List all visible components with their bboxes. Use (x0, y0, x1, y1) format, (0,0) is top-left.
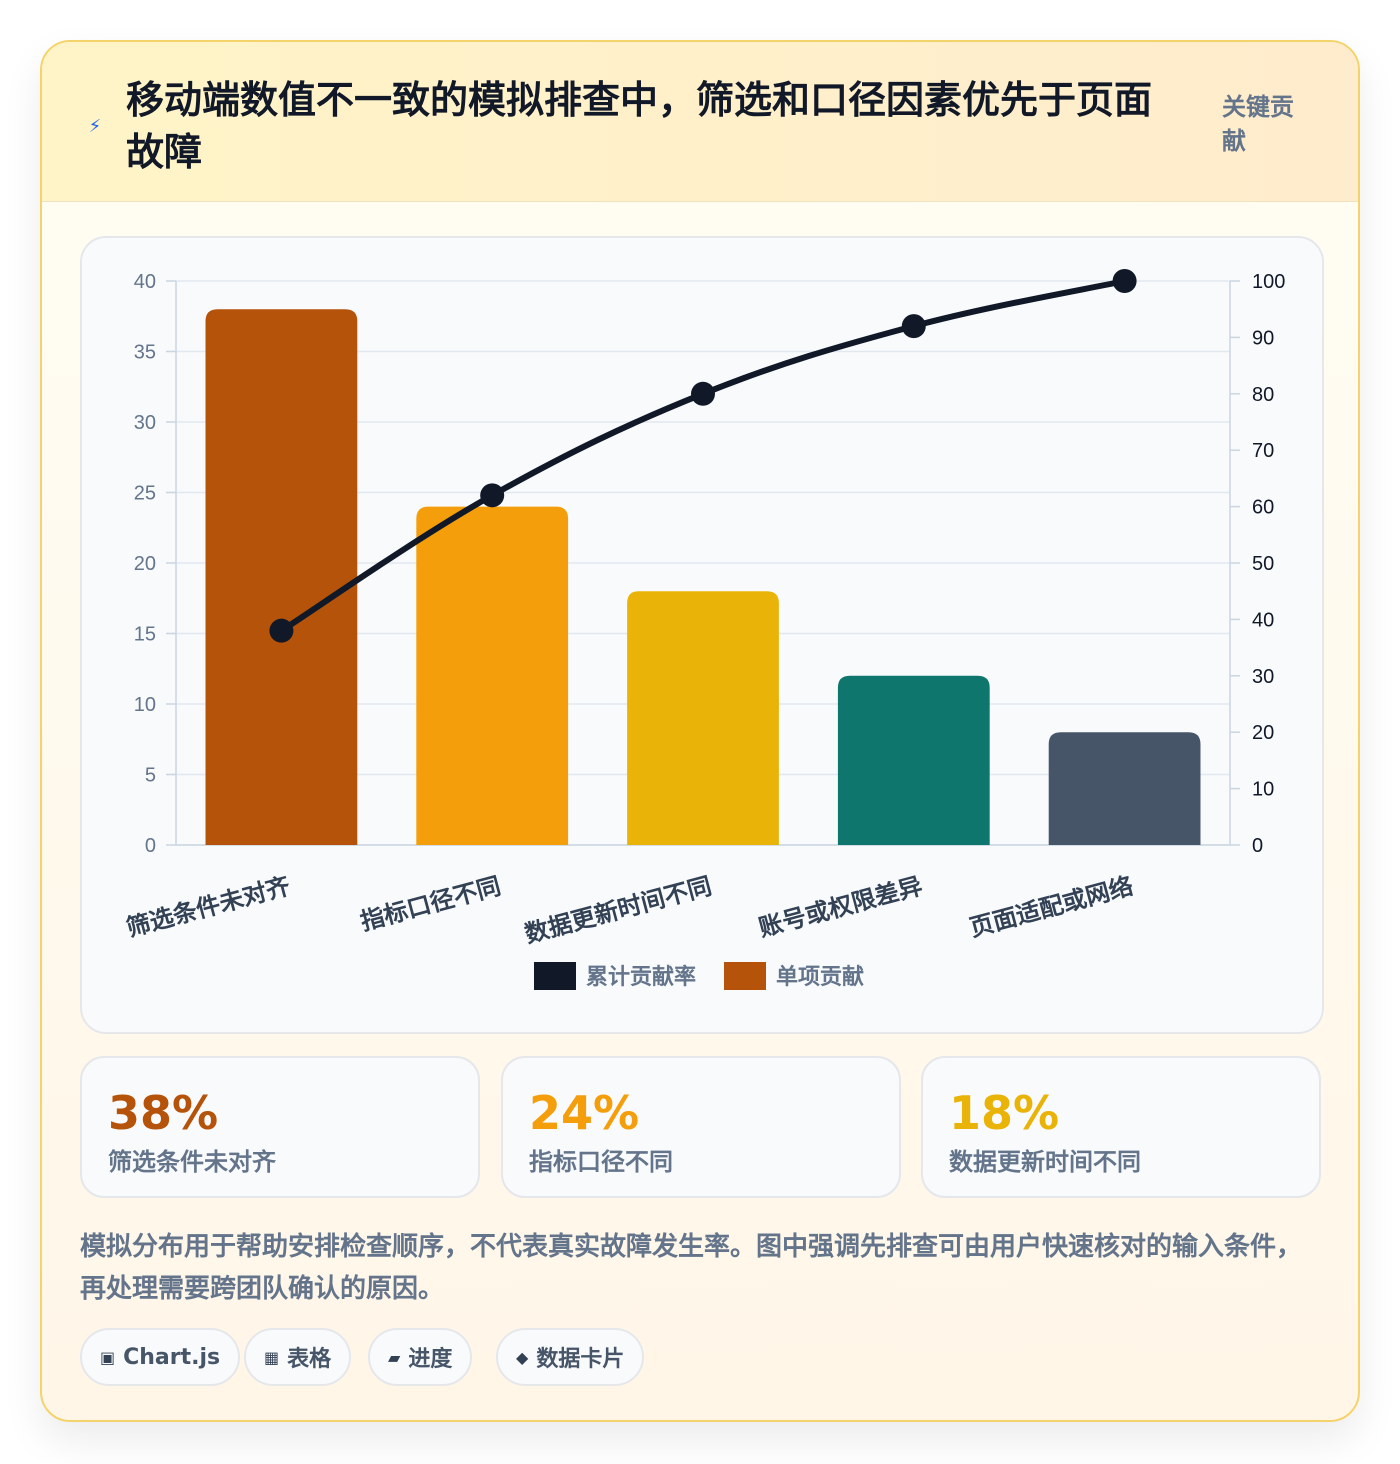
bar (837, 675, 990, 845)
pill-label: 进度 (408, 1347, 453, 1372)
stat-label: 指标口径不同 (529, 1148, 673, 1176)
data-card-icon: ◆ (516, 1347, 529, 1367)
y-right-tick-label: 100 (1252, 271, 1285, 293)
x-tick-label: 页面适配或网络 (967, 872, 1137, 943)
y-right-tick-label: 20 (1252, 722, 1274, 744)
bar (627, 591, 779, 845)
cumulative-point (691, 381, 715, 406)
y-right-tick-label: 40 (1252, 609, 1274, 631)
pill-label: Chart.js (123, 1344, 221, 1370)
cumulative-line (279, 278, 1126, 634)
y-right-tick-label: 30 (1252, 666, 1274, 688)
cumulative-point (480, 483, 505, 508)
pill-table[interactable]: ▦ 表格 (244, 1328, 352, 1386)
x-tick-label: 筛选条件未对齐 (123, 871, 293, 942)
stat-label: 数据更新时间不同 (949, 1148, 1141, 1176)
x-tick-label: 指标口径不同 (357, 872, 503, 936)
y-left-tick-label: 20 (134, 553, 156, 575)
y-left-tick-label: 25 (134, 483, 156, 505)
stat-label: 筛选条件未对齐 (108, 1148, 276, 1176)
y-right-tick-label: 10 (1252, 779, 1274, 801)
stat-value: 18% (949, 1086, 1060, 1140)
cumulative-point (269, 618, 294, 643)
legend-swatch (534, 962, 576, 990)
pareto-chart: 0 5 10 15 20 25 30 35 40 0 10 20 30 40 50 60 70 80 90 100 筛选… (123, 269, 1285, 990)
pill-label: 表格 (287, 1347, 332, 1372)
card-header: ⚡ 移动端数值不一致的模拟排查中，筛选和口径因素优先于页面故障 关键贡献 (42, 42, 1358, 202)
bar (416, 506, 569, 845)
y-left-tick-label: 0 (145, 835, 156, 857)
legend-swatch (724, 962, 766, 990)
pill-progress[interactable]: ▰ 进度 (368, 1328, 473, 1386)
stat-value: 38% (108, 1086, 219, 1140)
table-icon: ▦ (264, 1347, 280, 1367)
stat-value: 24% (529, 1086, 640, 1140)
y-right-tick-label: 70 (1252, 440, 1274, 462)
pill-chartjs[interactable]: ▣ Chart.js (80, 1328, 241, 1386)
y-left-tick-label: 40 (134, 271, 156, 293)
bar (1048, 732, 1201, 845)
y-right-tick-label: 0 (1252, 835, 1263, 857)
legend-label: 累计贡献率 (586, 964, 696, 990)
stat-card: 18% 数据更新时间不同 (921, 1056, 1321, 1198)
lightning-icon: ⚡ (88, 116, 102, 137)
y-left-tick-label: 5 (145, 765, 156, 787)
y-left-tick-label: 35 (134, 342, 156, 364)
y-left-tick-label: 30 (134, 412, 156, 434)
chart-card: ⚡ 移动端数值不一致的模拟排查中，筛选和口径因素优先于页面故障 关键贡献 0 5 1… (40, 40, 1360, 1422)
x-tick-label: 账号或权限差异 (756, 872, 926, 943)
chart-note: 模拟分布用于帮助安排检查顺序，不代表真实故障发生率。图中强调先排查可由用户快速核… (80, 1232, 1303, 1304)
y-right-tick-label: 60 (1252, 497, 1274, 519)
pill-data-card[interactable]: ◆ 数据卡片 (496, 1328, 645, 1386)
legend-label: 单项贡献 (776, 964, 864, 990)
stat-card: 38% 筛选条件未对齐 (80, 1056, 480, 1198)
header-tag: 关键贡献 (1222, 93, 1294, 155)
x-tick-label: 数据更新时间不同 (522, 872, 715, 949)
cumulative-point (901, 314, 926, 339)
stat-card: 24% 指标口径不同 (501, 1056, 901, 1198)
page-title: 移动端数值不一致的模拟排查中，筛选和口径因素优先于页面故障 (126, 78, 1153, 174)
chart-icon: ▣ (100, 1347, 116, 1367)
y-right-tick-label: 50 (1252, 553, 1274, 575)
progress-icon: ▰ (388, 1347, 401, 1367)
cumulative-point (1112, 269, 1137, 293)
chart-panel: 0 5 10 15 20 25 30 35 40 0 10 20 30 40 50 60 70 80 90 100 筛选… (80, 236, 1324, 1034)
y-left-tick-label: 15 (134, 624, 156, 646)
y-right-tick-label: 80 (1252, 384, 1274, 406)
bar (205, 309, 358, 845)
y-right-tick-label: 90 (1252, 327, 1274, 349)
pill-label: 数据卡片 (536, 1347, 625, 1372)
y-left-tick-label: 10 (134, 694, 156, 716)
